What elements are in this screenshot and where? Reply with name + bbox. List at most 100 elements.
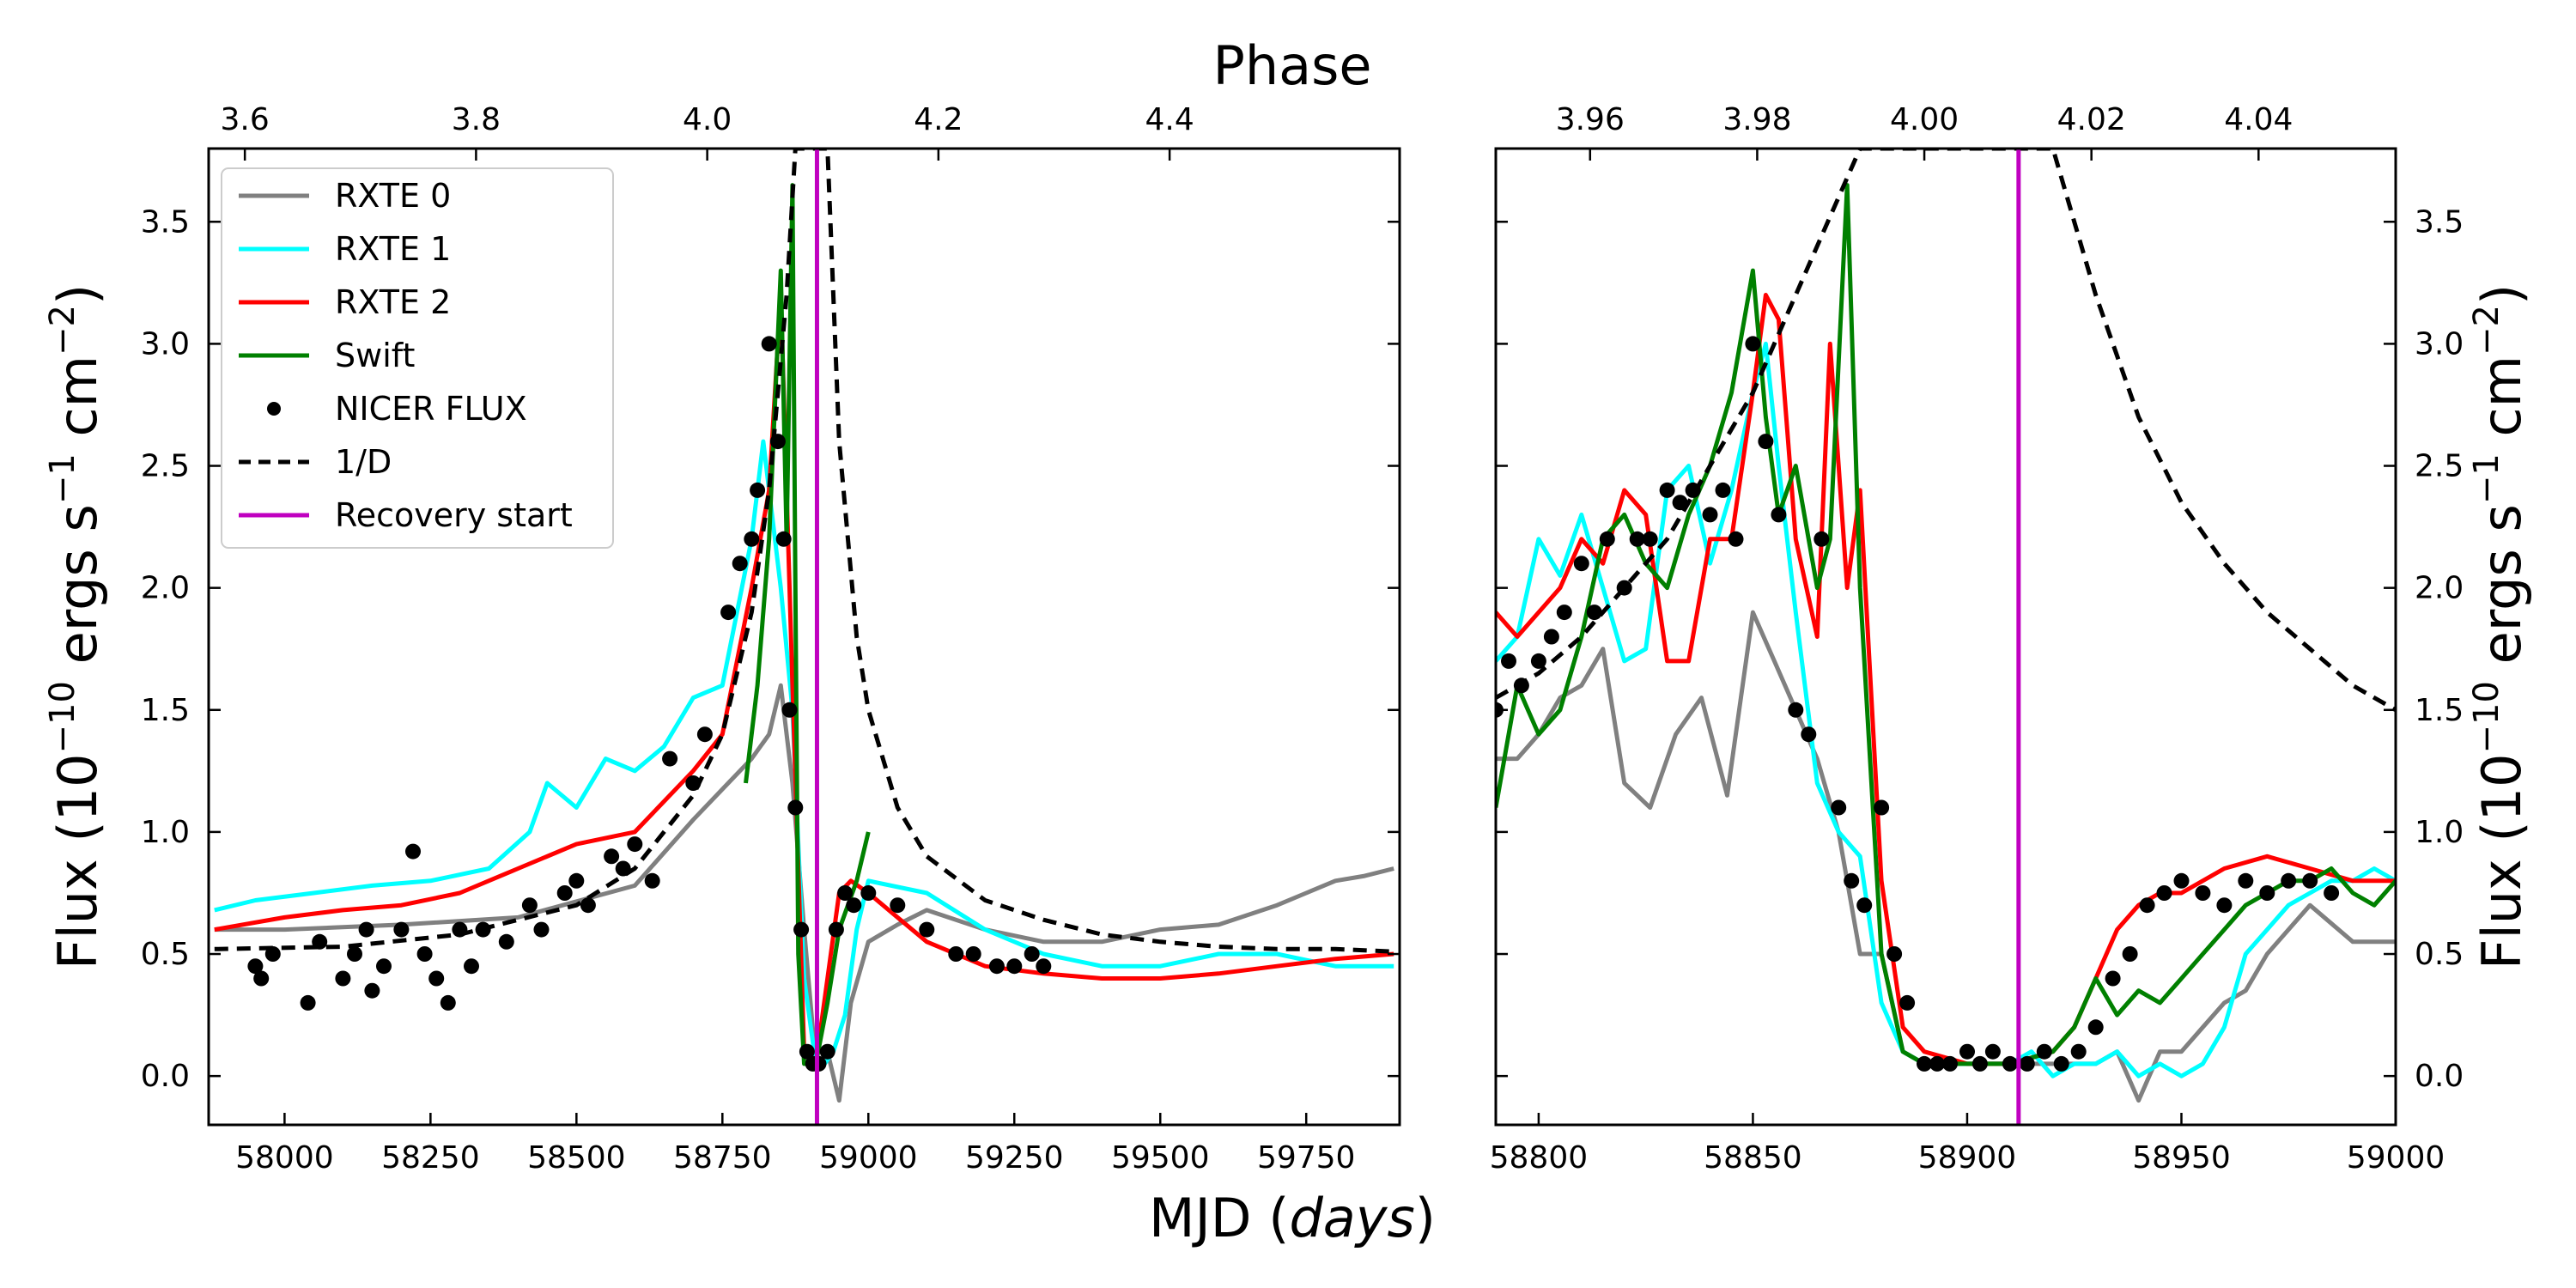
nicer-flux-point: [793, 921, 810, 938]
y-tick-label: 1.0: [2415, 815, 2464, 850]
nicer-flux-point: [685, 775, 702, 791]
nicer-flux-point: [1984, 1043, 2001, 1060]
x-tick-label: 59750: [1257, 1140, 1356, 1176]
nicer-flux-point: [580, 897, 596, 914]
y-tick-label: 3.5: [141, 204, 190, 240]
nicer-flux-point: [919, 921, 935, 938]
nicer-flux-point: [988, 958, 1005, 975]
nicer-flux-point: [556, 885, 573, 901]
nicer-flux-point: [2156, 885, 2172, 901]
nicer-flux-point: [615, 860, 631, 877]
nicer-flux-point: [720, 605, 737, 621]
nicer-flux-point: [1586, 605, 1602, 621]
y-tick-label: 3.0: [141, 326, 190, 361]
nicer-flux-point: [498, 933, 514, 950]
nicer-flux-point: [2053, 1055, 2069, 1072]
nicer-flux-point: [1036, 958, 1052, 975]
nicer-flux-point: [890, 897, 906, 914]
y-tick-label: 0.0: [2415, 1059, 2464, 1094]
nicer-flux-point: [2173, 872, 2190, 889]
y-tick-label: 1.5: [2415, 693, 2464, 728]
nicer-flux-point: [1971, 1055, 1988, 1072]
nicer-flux-point: [787, 799, 804, 816]
legend-label-nicer: NICER FLUX: [335, 390, 527, 428]
series-line-1-d: [214, 149, 1394, 954]
y-tick-label: 3.0: [2415, 326, 2464, 361]
x-tick-label: 58800: [1490, 1140, 1589, 1176]
nicer-flux-point: [860, 885, 877, 901]
nicer-flux-point: [1715, 482, 1731, 498]
nicer-flux-point: [1543, 629, 1559, 645]
nicer-flux-point: [1501, 653, 1516, 669]
nicer-flux-point: [2036, 1043, 2052, 1060]
nicer-flux-point: [393, 921, 410, 938]
legend-label-rxte-0: RXTE 0: [335, 177, 451, 215]
nicer-flux-point: [1573, 556, 1589, 572]
series-line-rxte-2: [1496, 293, 2396, 1066]
nicer-flux-point: [744, 531, 760, 547]
x-tick-label: 58900: [1918, 1140, 2017, 1176]
x-tick-label: 58750: [673, 1140, 772, 1176]
nicer-flux-point: [775, 531, 792, 547]
y-tick-label: 2.0: [2415, 571, 2464, 606]
nicer-flux-point: [1929, 1055, 1945, 1072]
nicer-flux-point: [1659, 482, 1675, 498]
nicer-flux-point: [1899, 994, 1916, 1011]
nicer-flux-point: [1942, 1055, 1958, 1072]
series-line-swift: [744, 183, 871, 1066]
plot-frame: [1494, 147, 2397, 1127]
y-axis-title-left: Flux (10−10 ergs s−1 cm−2): [43, 284, 109, 969]
nicer-flux-point: [1771, 507, 1787, 523]
phase-axis-title: Phase: [1212, 34, 1371, 97]
nicer-flux-point: [1530, 653, 1546, 669]
left-panel: 58000 58250 58500 58750 59000 59250 59500 59750…: [141, 102, 1401, 1176]
y-tick-label: 1.0: [141, 815, 190, 850]
phase-tick-label: 4.0: [683, 102, 732, 137]
phase-tick-label: 4.04: [2224, 102, 2293, 137]
nicer-flux-point: [1959, 1043, 1975, 1060]
nicer-flux-point: [1917, 1055, 1932, 1072]
nicer-flux-point: [416, 946, 433, 962]
nicer-flux-point: [761, 336, 777, 352]
x-tick-label: 58850: [1704, 1140, 1802, 1176]
nicer-flux-point: [1814, 531, 1830, 547]
nicer-flux-point: [1856, 897, 1873, 914]
nicer-flux-point: [2216, 897, 2233, 914]
nicer-flux-point: [1024, 946, 1040, 962]
nicer-flux-point: [2019, 1055, 2035, 1072]
plot-area-left: [214, 149, 1394, 1125]
nicer-flux-point: [846, 897, 862, 914]
nicer-flux-point: [2122, 946, 2138, 962]
nicer-flux-point: [568, 872, 585, 889]
nicer-flux-point: [1642, 531, 1658, 547]
phase-tick-label: 4.02: [2057, 102, 2126, 137]
nicer-flux-point: [1728, 531, 1744, 547]
legend-label-rxte-2: RXTE 2: [335, 283, 451, 321]
nicer-flux-point: [2302, 872, 2318, 889]
nicer-flux-point: [2087, 1019, 2104, 1036]
right-panel: 58800 58850 58900 58950 59000 3.96 3.98 4.00 4.0…: [1490, 102, 2464, 1176]
y-tick-label: 2.5: [141, 449, 190, 484]
nicer-flux-point: [475, 921, 491, 938]
series-line-1-d: [1496, 149, 2396, 712]
nicer-flux-point: [948, 946, 964, 962]
nicer-flux-point: [2324, 885, 2340, 901]
nicer-flux-point: [1831, 799, 1847, 816]
nicer-flux-point: [376, 958, 392, 975]
nicer-flux-point: [828, 921, 844, 938]
nicer-flux-point: [335, 970, 351, 987]
phase-tick-label: 3.96: [1556, 102, 1625, 137]
nicer-flux-point: [264, 946, 281, 962]
legend-box: [221, 167, 614, 549]
plot-frame: [207, 147, 1401, 1127]
x-tick-label: 58000: [235, 1140, 334, 1176]
x-tick-label: 59000: [2347, 1140, 2445, 1176]
nicer-flux-point: [2070, 1043, 2087, 1060]
nicer-flux-point: [2259, 885, 2275, 901]
series-line-rxte-0: [214, 683, 1394, 1103]
x-tick-label: 58950: [2132, 1140, 2231, 1176]
x-tick-label: 59250: [965, 1140, 1064, 1176]
legend-label-swift: Swift: [335, 337, 415, 374]
nicer-flux-point: [799, 1043, 815, 1060]
legend-label-rxte-1: RXTE 1: [335, 230, 451, 268]
